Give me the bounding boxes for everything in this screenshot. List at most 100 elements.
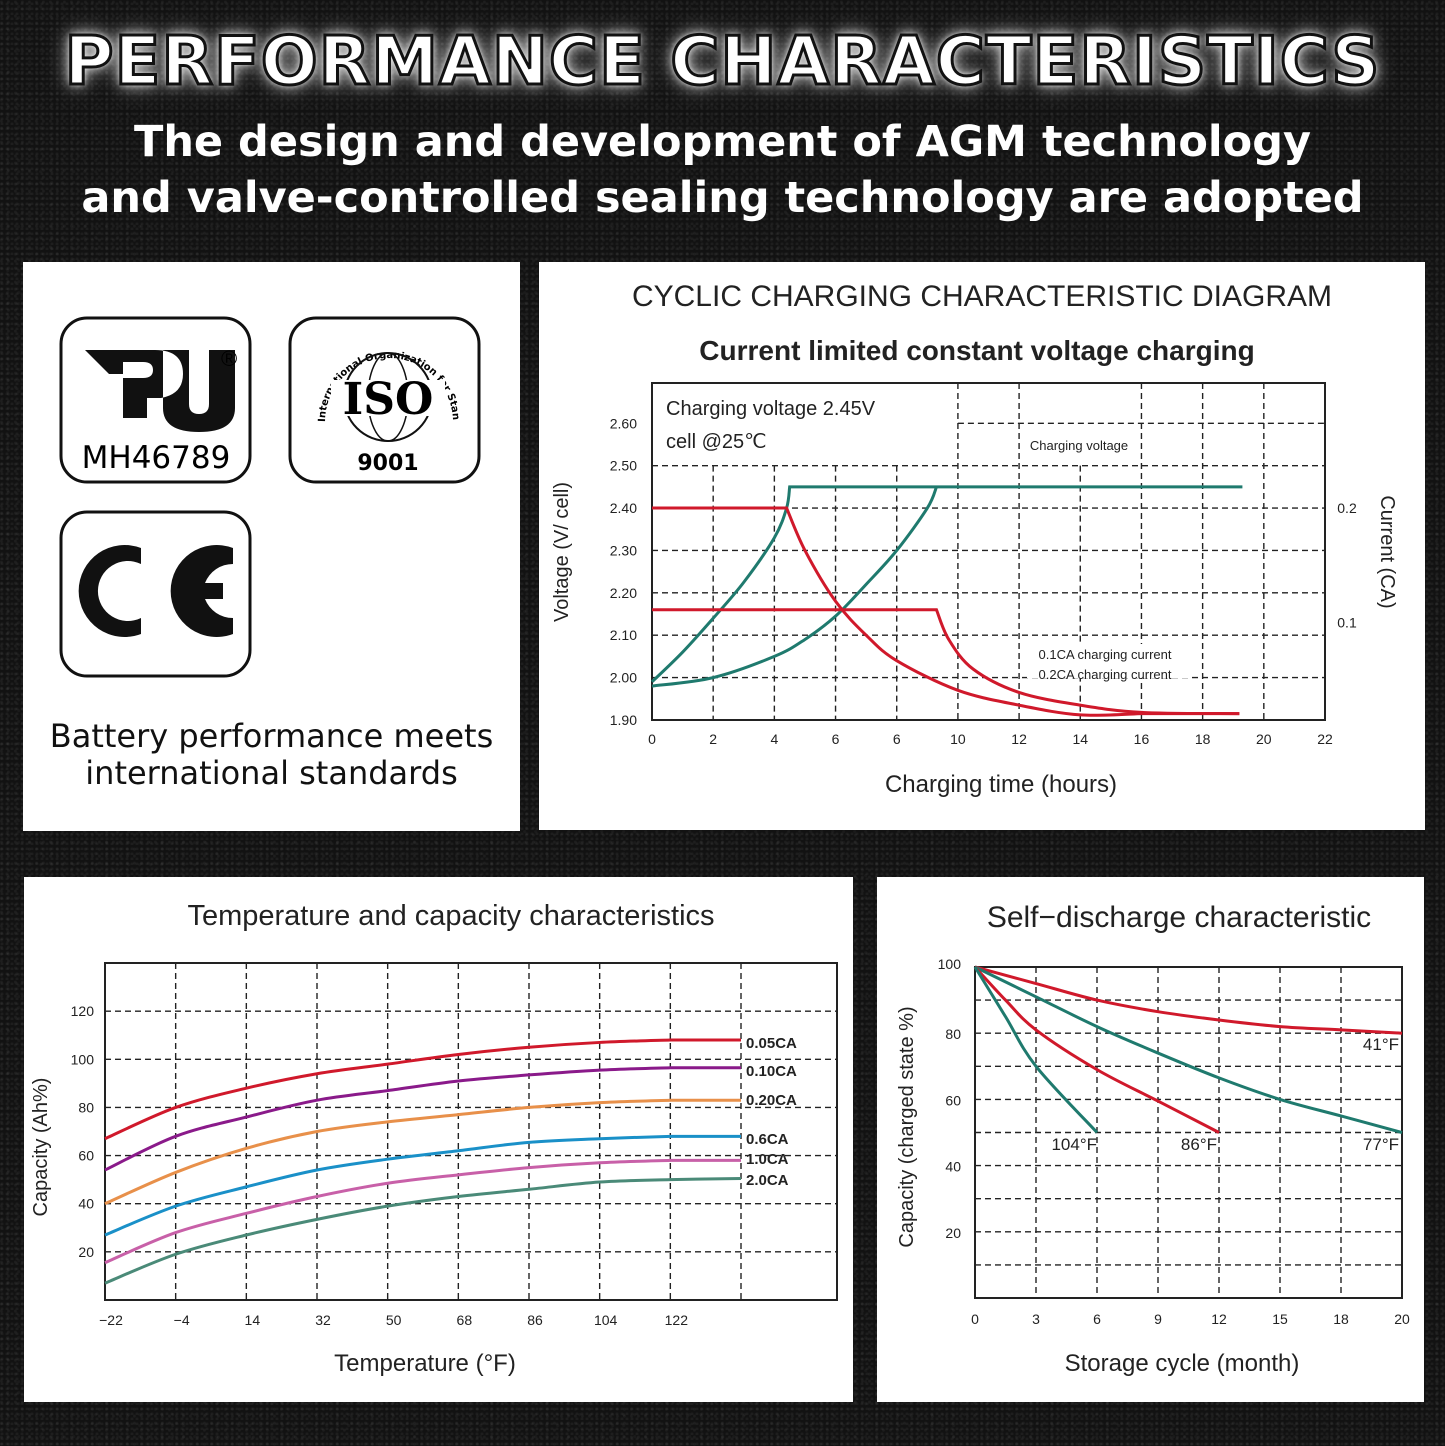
x-tick-label: 18 [1195, 731, 1211, 747]
x-tick-label: 2 [709, 731, 717, 747]
page-title: PERFORMANCE CHARACTERISTICS [63, 21, 1381, 102]
x-tick-label: 14 [245, 1312, 261, 1328]
y-tick-label: 100 [938, 956, 962, 972]
y-tick-label: 2.10 [610, 627, 637, 643]
x-tick-label: 32 [315, 1312, 331, 1328]
y-tick-label: 40 [945, 1159, 961, 1175]
x-tick-label: 0 [971, 1311, 979, 1327]
x-tick-label: 14 [1072, 731, 1088, 747]
x-tick-label: 50 [386, 1312, 402, 1328]
x-tick-label: −22 [99, 1312, 123, 1328]
ce-mark-icon [78, 545, 233, 637]
series-line [973, 965, 1220, 1134]
certifications-panel: ® MH46789 International Organization for… [23, 262, 520, 831]
x-axis-label: Temperature (°F) [334, 1350, 516, 1377]
annotation-charging-voltage: Charging voltage 2.45V [666, 398, 876, 420]
y-tick-label: 100 [71, 1051, 95, 1067]
x-tick-label: 86 [527, 1312, 543, 1328]
x-tick-label: 16 [1134, 731, 1150, 747]
x-tick-label: 6 [893, 731, 901, 747]
x-tick-label: 6 [1093, 1311, 1101, 1327]
series-line [104, 1038, 741, 1141]
series-label: 0.10CA [746, 1063, 797, 1080]
page-subtitle: The design and development of AGM techno… [0, 114, 1445, 226]
y-axis-label: Capacity (Ah%) [30, 1078, 52, 1217]
chart-title: Temperature and capacity characteristics [187, 900, 714, 932]
series-line [974, 965, 1403, 1035]
x-tick-label: 4 [770, 731, 778, 747]
y-tick-label: 80 [78, 1099, 94, 1115]
x-tick-label: 6 [832, 731, 840, 747]
x-tick-label: 18 [1333, 1311, 1349, 1327]
ce-text: CE [23, 262, 25, 263]
certification-logos: ® MH46789 International Organization for… [23, 262, 481, 678]
ul-logo: ® MH46789 [59, 316, 252, 484]
x-tick-label: 122 [665, 1312, 689, 1328]
series-line [973, 966, 1099, 1134]
cyclic-charging-chart: CYCLIC CHARGING CHARACTERISTIC DIAGRAM Cu… [551, 280, 1398, 798]
y-tick-label: 80 [945, 1026, 961, 1042]
standards-line-2: international standards [85, 754, 458, 792]
ul-registered: ® [221, 346, 237, 371]
standards-statement: Battery performance meets international … [23, 718, 520, 792]
plot-frame [104, 962, 838, 1301]
x-tick-label: 22 [1317, 731, 1333, 747]
series-line-2 [652, 506, 1240, 717]
y-tick-label: 2.40 [610, 500, 637, 516]
y-tick-label: 2.60 [610, 415, 637, 431]
x-tick-label: 104 [594, 1312, 618, 1328]
y-tick-label: 2.00 [610, 670, 637, 686]
chart-subtitle: Current limited constant voltage chargin… [699, 335, 1254, 366]
x-tick-label: 12 [1011, 731, 1027, 747]
chart-title: Self−discharge characteristic [987, 901, 1371, 934]
x-tick-label: 20 [1256, 731, 1272, 747]
label-bg [1023, 434, 1135, 452]
label-02ca-current: 0.2CA charging current [1039, 667, 1172, 682]
y-tick-label: 2.20 [610, 585, 637, 601]
temperature-capacity-panel: Temperature and capacity characteristics… [24, 877, 853, 1402]
series-line [104, 1134, 741, 1237]
y-tick-label: 60 [78, 1148, 94, 1164]
x-tick-label: 0 [648, 731, 656, 747]
y2-axis-label: Current (CA) [1376, 495, 1398, 608]
y-tick-label: 2.50 [610, 458, 637, 474]
label-charging-voltage: Charging voltage [1030, 438, 1128, 453]
label-bg [1027, 644, 1189, 678]
series-label: 0.20CA [746, 1092, 797, 1109]
y-axis-label: Capacity (charged state %) [896, 1006, 918, 1247]
series-line [974, 965, 1403, 1134]
iso-text: ISO [343, 374, 434, 425]
y-tick-label: 120 [71, 1003, 95, 1019]
label-01ca-current: 0.1CA charging current [1039, 647, 1172, 662]
temperature-capacity-chart: Temperature and capacity characteristics… [30, 900, 838, 1377]
x-tick-label: 9 [1154, 1311, 1162, 1327]
chart-title: CYCLIC CHARGING CHARACTERISTIC DIAGRAM [632, 280, 1332, 313]
y-tick-label: 20 [945, 1225, 961, 1241]
ul-mark-icon [85, 350, 235, 432]
series-line-1 [651, 486, 938, 688]
ce-logo: CE [23, 262, 252, 678]
series-line-3 [652, 608, 1240, 716]
iso-number: 9001 [357, 451, 418, 476]
y-tick-label: 40 [78, 1196, 94, 1212]
y-tick-label: 20 [78, 1244, 94, 1260]
x-tick-label: 12 [1211, 1311, 1227, 1327]
series-label: 0.6CA [746, 1131, 789, 1148]
series-label: 0.05CA [746, 1035, 797, 1052]
series-line [104, 1098, 741, 1206]
y2-tick-label: 0.1 [1337, 615, 1357, 631]
series-line [104, 1176, 742, 1285]
series-label: 2.0CA [746, 1172, 789, 1189]
x-tick-label: 15 [1272, 1311, 1288, 1327]
self-discharge-chart: Self−discharge characteristic20406080100… [896, 901, 1410, 1377]
series-label: 104°F [1051, 1135, 1097, 1154]
series-label: 1.0CA [746, 1151, 789, 1168]
x-tick-label: 10 [950, 731, 966, 747]
y-tick-label: 1.90 [610, 712, 637, 728]
x-tick-label: 3 [1032, 1311, 1040, 1327]
ul-code: MH46789 [82, 440, 231, 476]
y-axis-label: Voltage (V/ cell) [551, 482, 573, 622]
subtitle-line-1: The design and development of AGM techno… [133, 117, 1312, 167]
y-tick-label: 60 [945, 1092, 961, 1108]
standards-line-1: Battery performance meets [49, 717, 494, 755]
